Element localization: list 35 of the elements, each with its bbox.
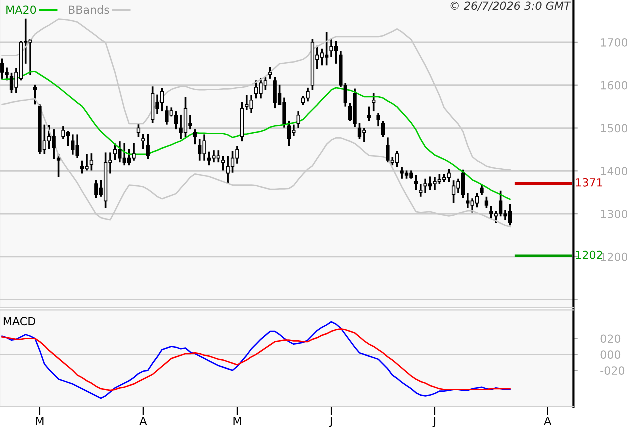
x-tick-label: A <box>140 417 148 426</box>
y-tick-label: 020 <box>600 334 621 344</box>
y-tick-label: 000 <box>600 350 621 360</box>
candlestick <box>324 31 329 67</box>
legend-label: BBands <box>69 6 110 14</box>
x-tick-label: M <box>234 417 242 426</box>
candlestick <box>90 152 94 172</box>
ref-line-label: 1371 <box>576 178 602 187</box>
annotation: © 26/7/2026 3:0 GMT <box>450 2 572 12</box>
line-series <box>2 70 511 200</box>
candlestick <box>475 192 480 209</box>
candlestick <box>193 128 197 146</box>
candlestick <box>296 110 300 130</box>
candlestick <box>268 66 272 80</box>
candlestick <box>113 142 118 162</box>
candlestick <box>484 196 489 210</box>
x-tick-label: J <box>432 417 436 428</box>
candlestick <box>372 92 376 112</box>
candlestick <box>56 154 61 178</box>
candlestick <box>136 123 141 138</box>
candlestick <box>381 120 386 138</box>
x-tick-label: J <box>329 417 332 428</box>
ref-line-label: 1202 <box>576 250 602 260</box>
legend-label: MA20 <box>6 6 36 14</box>
x-tick-label: A <box>544 417 552 426</box>
candlestick <box>376 112 380 128</box>
candlestick <box>414 174 418 192</box>
text: MACD <box>4 317 36 326</box>
candlestick <box>480 184 484 196</box>
candlestick <box>287 120 292 148</box>
candlestick <box>33 84 38 106</box>
x-tick-label: M <box>36 417 44 426</box>
y-tick-label: -020 <box>600 366 625 376</box>
line-series <box>2 328 511 392</box>
candlestick <box>367 106 371 122</box>
